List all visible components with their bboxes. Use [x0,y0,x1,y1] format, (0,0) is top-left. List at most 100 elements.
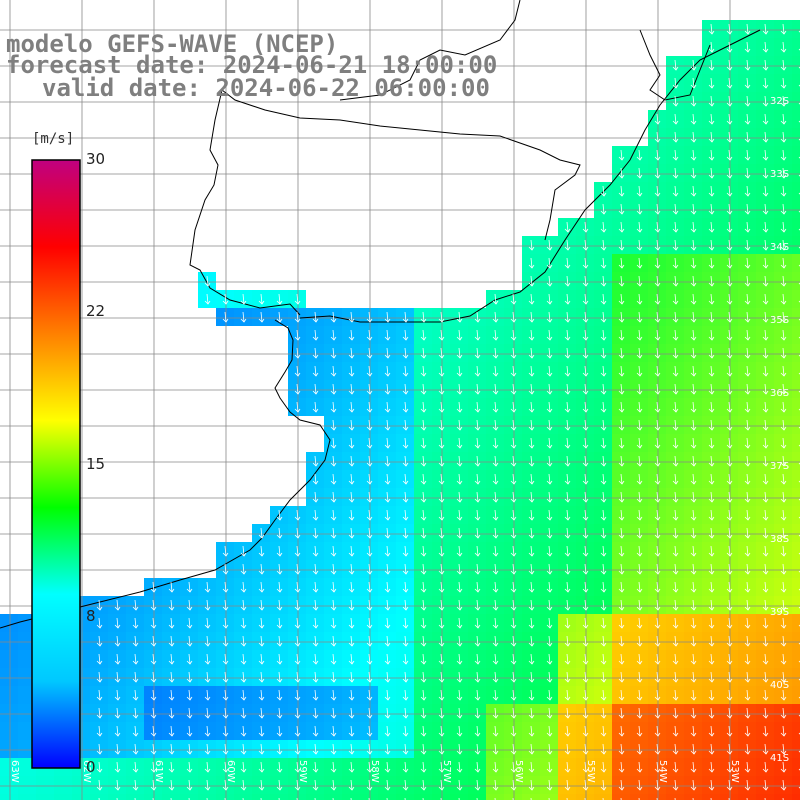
wind-arrow [438,581,445,593]
wind-arrow [618,599,625,611]
wind-speed-cell [684,200,702,218]
wind-arrow [762,257,769,269]
wind-speed-cell [684,470,702,488]
wind-arrow [780,203,787,215]
colorbar-ramp [31,159,81,769]
wind-speed-cell [486,344,504,362]
wind-arrow [546,653,553,665]
wind-speed-cell [450,650,468,668]
wind-arrow [564,563,571,575]
wind-arrow [330,491,337,503]
wind-speed-cell [396,758,414,776]
wind-arrow [384,743,391,755]
wind-arrow [636,545,643,557]
wind-arrow [564,419,571,431]
wind-speed-cell [432,308,450,326]
wind-arrow [114,617,121,629]
wind-arrow [132,635,139,647]
wind-speed-cell [774,200,792,218]
wind-speed-cell [432,650,450,668]
wind-speed-cell [234,776,252,794]
wind-speed-cell [216,596,234,614]
wind-speed-cell [630,776,648,794]
wind-arrow [546,545,553,557]
colorbar-tick-0: 0 [86,758,96,776]
wind-arrow [708,419,715,431]
wind-speed-cell [486,560,504,578]
wind-speed-cell [414,362,432,380]
wind-arrow [420,581,427,593]
wind-speed-cell [756,92,774,110]
wind-speed-cell [342,722,360,740]
wind-speed-cell [126,632,144,650]
wind-speed-cell [522,524,540,542]
wind-arrow [528,311,535,323]
wind-arrow [726,95,733,107]
wind-arrow [348,563,355,575]
wind-arrow [600,707,607,719]
wind-arrow [708,653,715,665]
wind-speed-cell [486,794,504,800]
wind-speed-cell [576,740,594,758]
wind-arrow [546,671,553,683]
wind-arrow [402,671,409,683]
wind-speed-cell [468,740,486,758]
wind-arrow [654,671,661,683]
wind-arrow [420,437,427,449]
wind-arrow [726,725,733,737]
wind-speed-cell [216,686,234,704]
wind-arrow [780,149,787,161]
wind-arrow [438,509,445,521]
wind-speed-cell [468,398,486,416]
wind-speed-cell [504,776,522,794]
wind-speed-cell [792,722,800,740]
wind-speed-cell [792,434,800,452]
wind-arrow [654,311,661,323]
wind-speed-cell [396,794,414,800]
wind-speed-cell [720,218,738,236]
wind-speed-cell [594,740,612,758]
wind-speed-cell [342,650,360,668]
wind-speed-cell [792,218,800,236]
wind-speed-cell [522,740,540,758]
wind-arrow [564,293,571,305]
wind-arrow [312,473,319,485]
wind-speed-cell [720,56,738,74]
wind-speed-cell [666,488,684,506]
wind-arrow [330,419,337,431]
wind-speed-cell [414,326,432,344]
wind-arrow [762,185,769,197]
wind-arrow [330,545,337,557]
wind-speed-cell [252,578,270,596]
wind-arrow [348,671,355,683]
wind-speed-cell [540,344,558,362]
wind-speed-cell [216,308,234,326]
wind-arrow [672,725,679,737]
wind-speed-cell [756,740,774,758]
wind-speed-cell [684,650,702,668]
wind-arrow [708,95,715,107]
wind-arrow [708,347,715,359]
wind-speed-cell [684,128,702,146]
wind-arrow [384,779,391,791]
wind-speed-cell [126,614,144,632]
wind-arrow [384,473,391,485]
wind-arrow [600,599,607,611]
wind-speed-cell [360,542,378,560]
wind-arrow [762,455,769,467]
wind-arrow [690,239,697,251]
wind-speed-cell [774,650,792,668]
wind-speed-cell [522,560,540,578]
wind-speed-cell [522,542,540,560]
wind-arrow [780,401,787,413]
wind-speed-cell [612,704,630,722]
wind-arrow [744,59,751,71]
wind-arrow [582,689,589,701]
wind-speed-cell [378,794,396,800]
wind-speed-cell [720,128,738,146]
wind-speed-cell [684,218,702,236]
wind-speed-cell [720,632,738,650]
wind-speed-cell [576,308,594,326]
wind-speed-cell [558,722,576,740]
wind-arrow [708,599,715,611]
